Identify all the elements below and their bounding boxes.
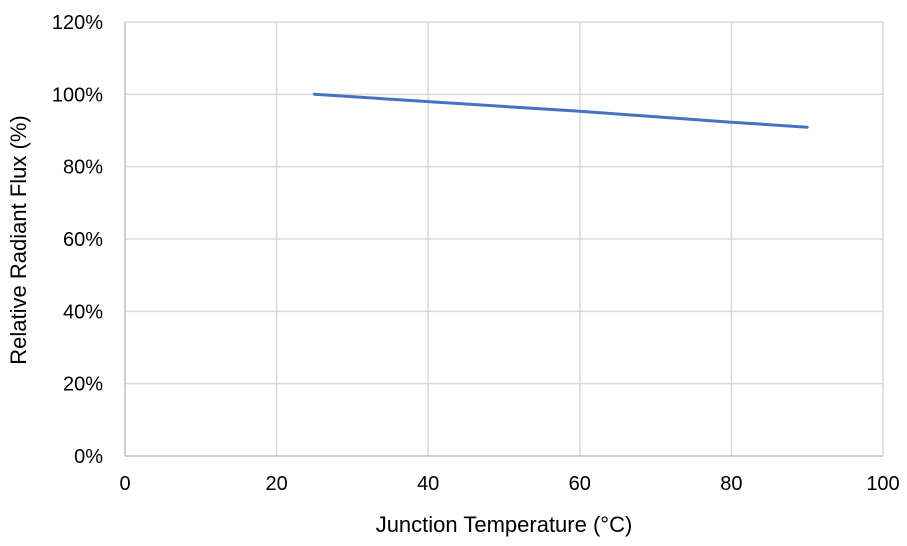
- y-tick-label: 80%: [63, 157, 103, 179]
- x-tick-label: 20: [265, 473, 287, 495]
- x-tick-label: 40: [417, 473, 439, 495]
- x-tick-label: 60: [569, 473, 591, 495]
- y-tick-label: 100%: [52, 84, 103, 106]
- gridlines: [125, 21, 884, 456]
- x-tick-label: 100: [866, 473, 899, 495]
- series-layer: [313, 92, 809, 129]
- y-tick-label: 60%: [63, 229, 103, 251]
- axes: [124, 22, 883, 457]
- series-line: [313, 92, 809, 129]
- y-tick-label: 20%: [63, 374, 103, 396]
- x-tick-label: 80: [720, 473, 742, 495]
- y-tick-labels: 0% 20% 40% 60% 80% 100% 120%: [52, 12, 103, 468]
- x-tick-label: 0: [119, 473, 130, 495]
- y-tick-label: 120%: [52, 12, 103, 34]
- x-axis-title: Junction Temperature (°C): [376, 512, 633, 537]
- y-tick-label: 40%: [63, 301, 103, 323]
- x-tick-labels: 0 20 40 60 80 100: [119, 473, 899, 495]
- y-axis-title: Relative Radiant Flux (%): [6, 115, 31, 364]
- y-tick-label: 0%: [74, 446, 103, 468]
